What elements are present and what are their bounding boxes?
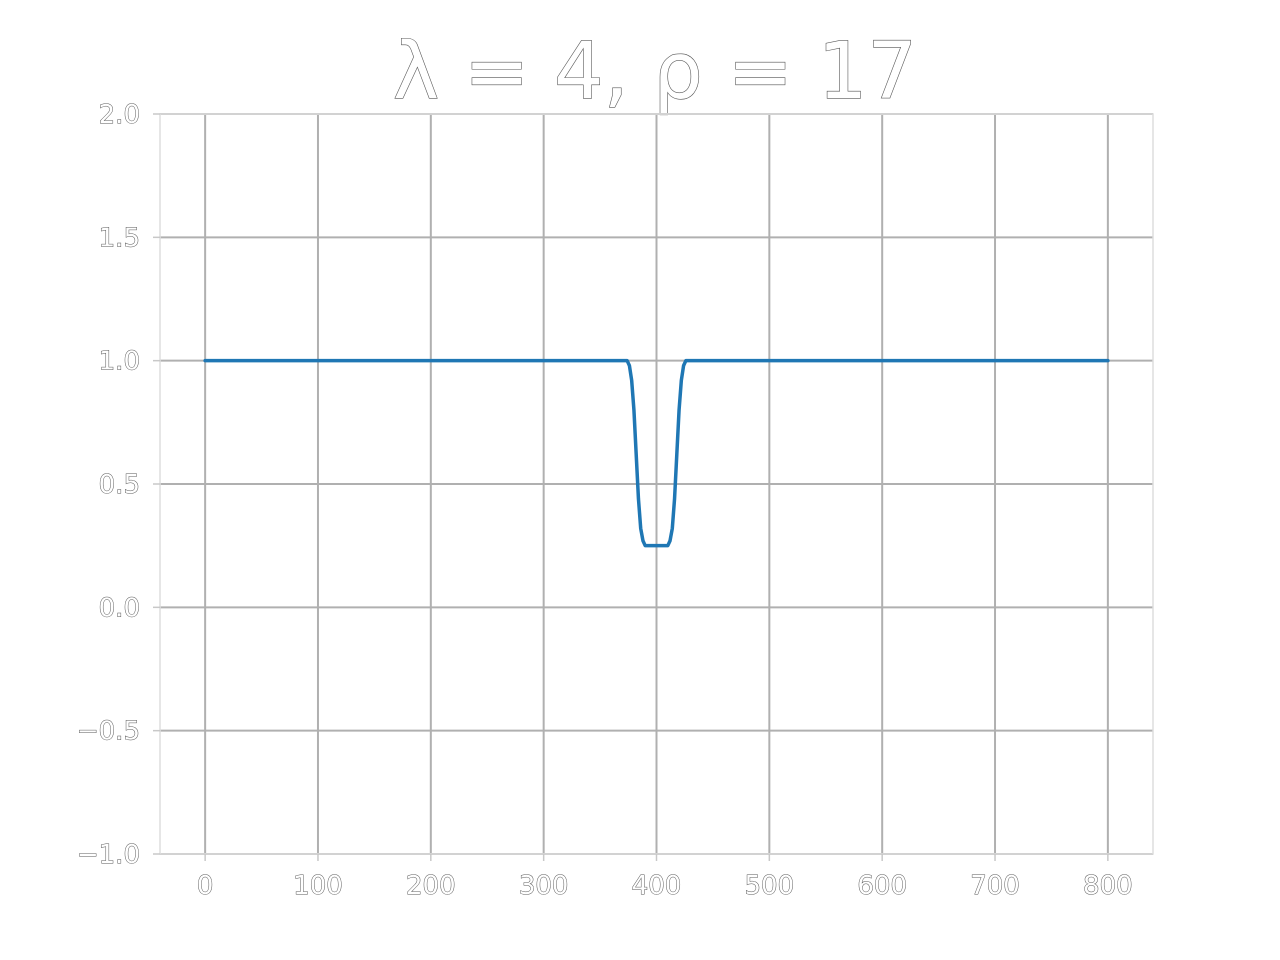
x-tick-label: 400	[632, 871, 682, 901]
chart-title: λ = 4, ρ = 17	[393, 27, 917, 117]
y-tick-label: 0.0	[99, 593, 140, 623]
axis-ticks: 0 100 200 300 400 500 600 700 800 −1.0 −0.5 0.0 0.5 1…	[76, 100, 1133, 902]
grid	[160, 113, 1153, 855]
x-tick-label: 300	[519, 871, 569, 901]
series-line	[203, 358, 1110, 548]
y-tick-label: −0.5	[77, 717, 140, 747]
y-tick-label: −1.0	[77, 840, 140, 870]
x-tick-label: 100	[293, 871, 343, 901]
x-tick-label: 800	[1083, 871, 1133, 901]
x-tick-label: 500	[745, 871, 795, 901]
y-tick-label: 2.0	[99, 100, 140, 130]
x-tick-label: 600	[857, 871, 907, 901]
y-tick-label: 1.0	[99, 347, 140, 377]
y-tick-label: 1.5	[99, 223, 140, 253]
y-tick-label: 0.5	[99, 470, 140, 500]
x-tick-label: 700	[970, 871, 1020, 901]
series-layer	[203, 358, 1110, 548]
x-tick-label: 200	[406, 871, 456, 901]
x-tick-label: 0	[197, 871, 214, 901]
